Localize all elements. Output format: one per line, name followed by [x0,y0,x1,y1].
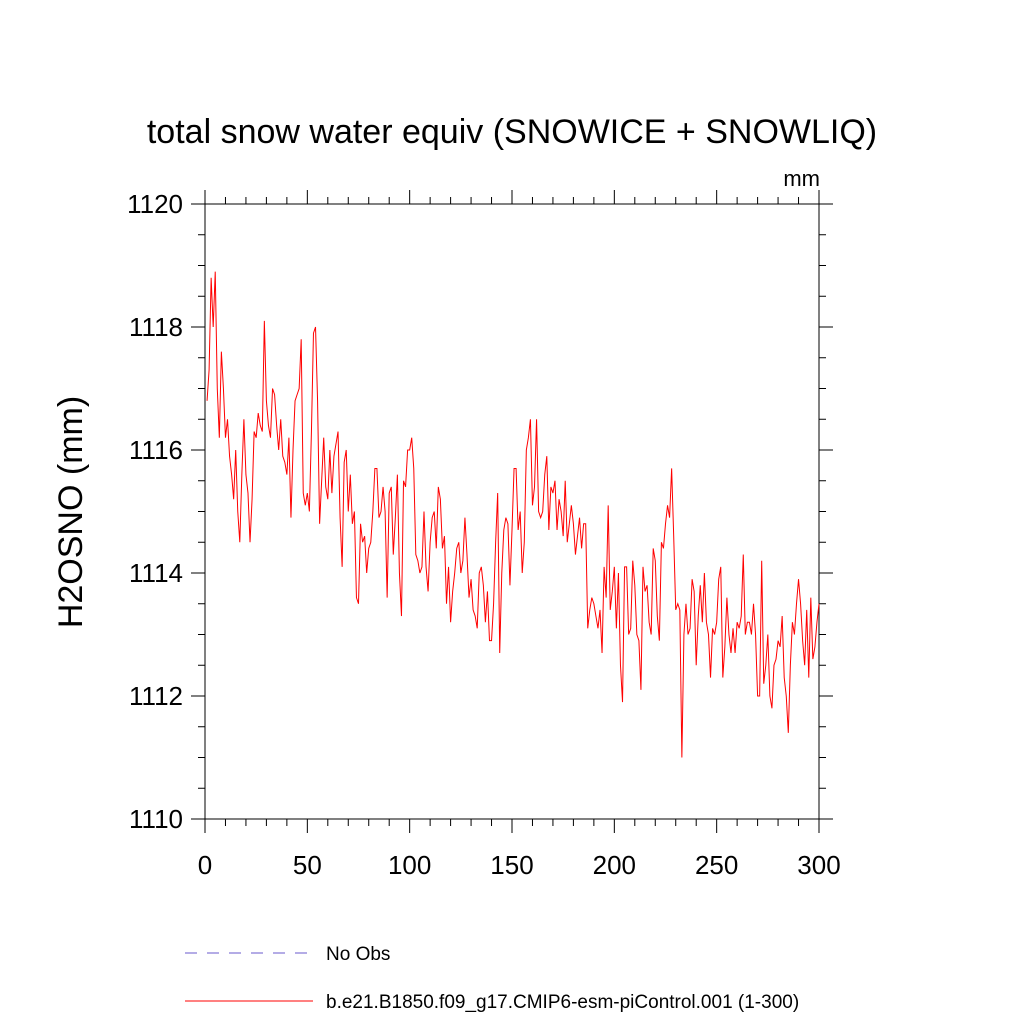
plot-frame [204,203,820,820]
legend-label: No Obs [326,944,390,965]
x-tick-label: 250 [695,850,738,880]
y-tick-label: 1114 [129,558,183,588]
legend: No Obs b.e21.B1850.f09_g17.CMIP6-esm-piCo… [185,944,799,1013]
x-tick-label: 300 [797,850,840,880]
legend-label: b.e21.B1850.f09_g17.CMIP6-esm-piControl.… [326,992,799,1013]
chart-title: total snow water equiv (SNOWICE + SNOWLI… [147,113,877,151]
x-tick-label: 0 [198,850,212,880]
y-axis-label: H2OSNO (mm) [52,396,90,628]
y-tick-label: 1112 [129,681,183,711]
y-tick-label: 1110 [129,804,183,834]
series-line-1 [206,271,820,758]
x-tick-label: 100 [388,850,431,880]
x-tick-label: 200 [593,850,636,880]
x-tick-label: 50 [293,850,322,880]
units-label: mm [783,166,820,191]
y-tick-label: 1120 [127,189,183,219]
plot-area: 0 50 100 150 200 250 300 1110 1112 1114 1116 1118 11… [127,189,841,880]
x-tick-label: 150 [490,850,533,880]
y-tick-label: 1116 [129,435,183,465]
y-tick-label: 1118 [129,312,183,342]
